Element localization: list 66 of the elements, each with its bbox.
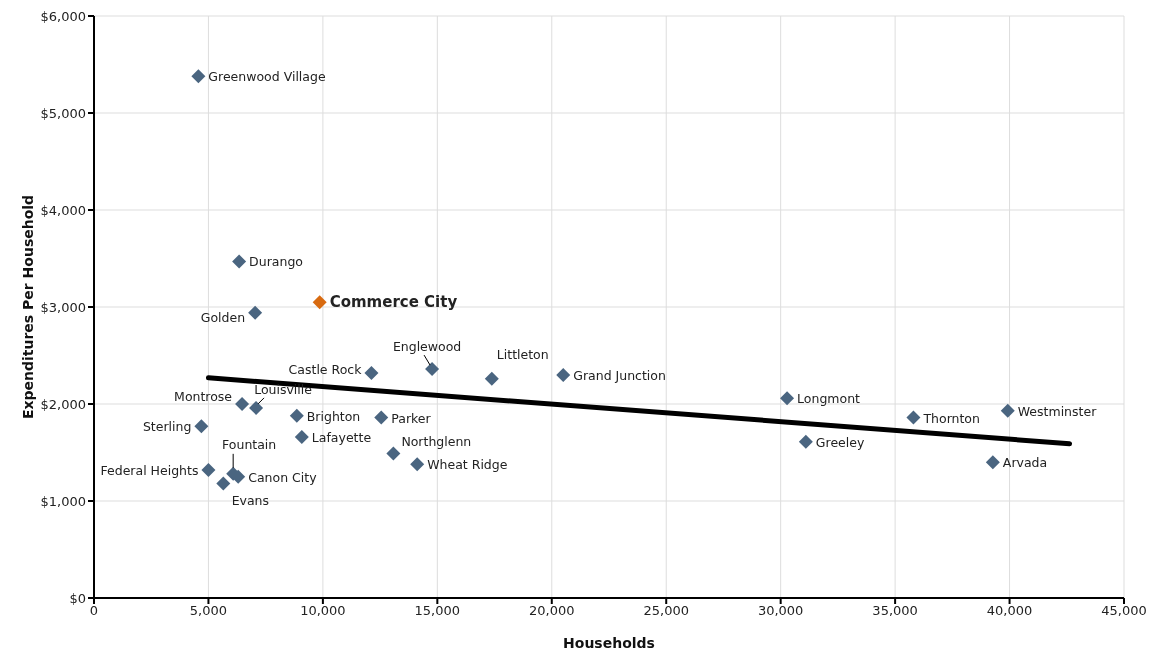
x-tick-label: 15,000 [414,603,461,619]
y-tick-label: $4,000 [40,202,86,218]
point [312,295,327,310]
annotation: Greenwood Village [208,69,326,85]
point [201,462,216,477]
point [985,455,1000,470]
annotation: Parker [391,410,432,426]
point [798,434,813,449]
point [235,397,250,411]
annotation: Longmont [797,391,861,407]
y-tick-label: $6,000 [40,8,86,24]
point [410,457,425,472]
point [484,371,499,386]
y-tick-label: $2,000 [40,396,86,412]
x-tick-label: 40,000 [986,603,1033,619]
y-tick-label: $5,000 [40,105,86,121]
annotation: Northglenn [401,434,472,450]
x-tick-label: 10,000 [300,603,346,619]
point [386,446,401,461]
x-tick-label: 45,000 [1101,603,1147,619]
point [194,419,209,434]
annotation: Montrose [174,389,233,404]
annotation: Canon City [248,469,318,485]
annotation: Federal Heights [100,462,199,478]
point [248,305,263,320]
y-tick-label: $3,000 [40,299,86,315]
annotation: Englewood [392,339,462,355]
point [425,362,440,377]
point [364,365,379,380]
point [191,69,206,84]
annotation: Sterling [142,419,192,435]
annotation: Golden [200,309,246,325]
annotation: Castle Rock [288,361,363,377]
annotation: Durango [249,254,303,270]
annotation: Lafayette [311,429,372,445]
x-axis-title: Households [563,635,655,651]
point [780,391,795,406]
annotation: Commerce City [329,293,458,312]
point [294,429,309,444]
point [556,367,571,382]
annotation: Evans [231,492,270,508]
annotation: Littleton [496,346,549,362]
annotation: Arvada [1002,455,1048,471]
x-tick-label: 0 [89,603,99,619]
annotation: Fountain [222,436,277,452]
y-tick-label: $0 [69,590,86,606]
annotation: Westminster [1017,403,1098,419]
x-tick-label: 30,000 [757,603,804,619]
point [374,410,389,425]
point [906,410,921,425]
annotation: Greeley [815,434,865,450]
point [1000,403,1015,418]
y-axis-title: Expenditures Per Household [19,194,36,420]
x-tick-label: 5,000 [189,603,228,619]
x-tick-label: 35,000 [872,603,918,619]
point [216,476,231,491]
annotation: Thornton [922,410,980,426]
point [232,254,247,269]
x-tick-label: 20,000 [529,603,575,619]
point [289,408,304,423]
annotation: Grand Junction [573,367,666,383]
annotation: Brighton [306,408,361,424]
point [249,400,264,415]
x-tick-label: 25,000 [643,603,689,619]
y-tick-label: $1,000 [40,493,86,509]
annotation: Wheat Ridge [427,457,508,473]
